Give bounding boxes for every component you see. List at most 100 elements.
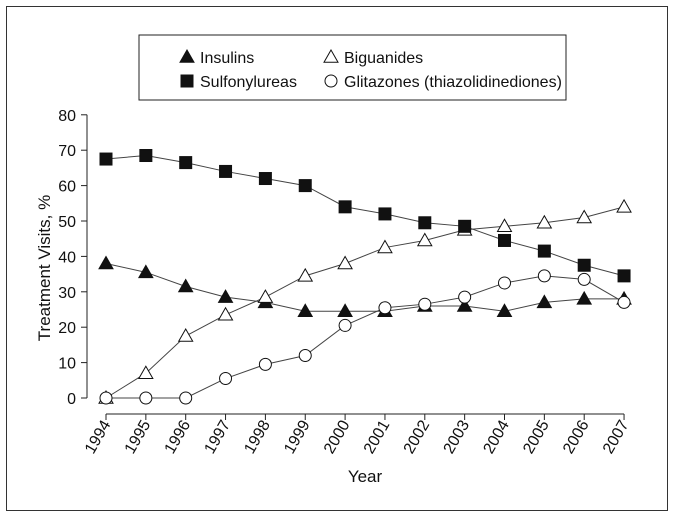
legend-marker [324, 74, 338, 88]
legend: Insulins Biguanides Sulfonylureas Glitazone… [138, 34, 567, 101]
data-point [496, 218, 513, 233]
x-tick-label: 1996 [162, 417, 195, 456]
y-tick-label: 80 [58, 108, 76, 125]
y-tick-label: 40 [58, 249, 76, 266]
data-point [137, 264, 154, 279]
data-point [456, 297, 473, 312]
legend-label: Glitazones (thiazolidinediones) [344, 74, 562, 91]
legend-box [138, 34, 567, 101]
data-point [258, 172, 272, 186]
data-point [458, 290, 472, 304]
data-point [576, 209, 593, 224]
data-point [338, 318, 352, 332]
data-point [377, 239, 393, 254]
legend-item: Glitazones (thiazolidinediones) [324, 74, 562, 91]
legend-item: Sulfonylureas [180, 74, 297, 91]
data-point [219, 372, 233, 386]
data-point [337, 255, 353, 270]
data-point [99, 391, 113, 405]
series-insulins [98, 255, 632, 318]
y-axis-ticks: 0 10 20 30 40 50 60 70 80 [58, 108, 87, 408]
x-axis-label: Year [348, 467, 383, 486]
data-point [258, 357, 272, 371]
figure-frame [6, 6, 668, 511]
y-tick-label: 10 [58, 356, 76, 373]
data-point [257, 289, 274, 303]
data-point [217, 289, 234, 303]
legend-marker [323, 48, 339, 63]
y-tick-label: 20 [58, 320, 76, 337]
y-tick-label: 50 [58, 214, 76, 231]
data-point [177, 328, 194, 342]
data-point [298, 349, 312, 363]
series-line [105, 206, 625, 399]
data-point [617, 295, 631, 309]
series-glitazones [99, 269, 631, 405]
series-layer [98, 149, 632, 405]
series-line [106, 275, 625, 399]
x-tick-label: 2003 [441, 417, 474, 456]
x-tick-label: 2001 [361, 417, 394, 456]
data-point [496, 303, 513, 318]
y-tick-label: 60 [58, 179, 76, 196]
data-point [458, 219, 472, 233]
x-tick-label: 1995 [122, 417, 155, 456]
x-tick-label: 1999 [281, 417, 314, 456]
data-point [137, 365, 154, 379]
data-point [219, 164, 233, 178]
data-point [617, 269, 631, 283]
data-point [498, 233, 511, 247]
data-point [337, 303, 353, 318]
data-point [537, 269, 551, 283]
legend-item: Biguanides [323, 48, 423, 67]
x-tick-label: 2007 [600, 417, 633, 456]
legend-marker [179, 48, 195, 63]
data-point [577, 272, 591, 286]
y-tick-label: 30 [58, 285, 76, 302]
data-point [139, 149, 153, 163]
x-tick-label: 2004 [480, 417, 513, 456]
data-point [99, 152, 113, 166]
data-point [297, 303, 314, 318]
data-point [217, 306, 234, 321]
data-point [537, 244, 551, 258]
legend-label: Biguanides [344, 50, 423, 67]
data-point [576, 290, 593, 305]
x-tick-label: 2006 [560, 417, 593, 456]
x-tick-label: 1994 [82, 417, 115, 456]
x-tick-label: 2000 [321, 417, 354, 456]
data-point [416, 232, 433, 247]
series-sulfonylureas [99, 149, 631, 283]
series-line [105, 155, 625, 277]
x-tick-label: 1997 [201, 417, 234, 456]
y-axis-label: Treatment Visits, % [35, 195, 54, 341]
y-tick-label: 70 [58, 143, 76, 160]
data-point [378, 207, 392, 221]
x-tick-label: 1998 [241, 417, 274, 456]
legend-label: Insulins [200, 50, 254, 67]
data-point [177, 278, 194, 293]
legend-label: Sulfonylureas [200, 74, 297, 91]
data-point [98, 255, 114, 270]
series-line [105, 262, 625, 312]
legend-marker [180, 74, 194, 88]
data-point [536, 294, 553, 309]
data-point [378, 301, 392, 315]
data-point [536, 214, 553, 229]
data-point [418, 297, 432, 311]
data-point [297, 267, 314, 282]
x-tick-label: 2005 [520, 417, 553, 456]
data-point [577, 258, 591, 272]
y-tick-label: 0 [67, 391, 76, 408]
data-point [179, 156, 193, 170]
data-point [179, 391, 193, 405]
data-point [139, 391, 153, 405]
legend-item: Insulins [179, 48, 254, 67]
x-tick-label: 2002 [401, 417, 434, 456]
data-point [498, 276, 511, 290]
x-axis-ticks: 1994 1995 1996 1997 1998 1999 2000 2001 2002 2003… [82, 414, 633, 457]
data-point [298, 179, 312, 193]
data-point [616, 198, 632, 213]
data-point [338, 200, 352, 214]
